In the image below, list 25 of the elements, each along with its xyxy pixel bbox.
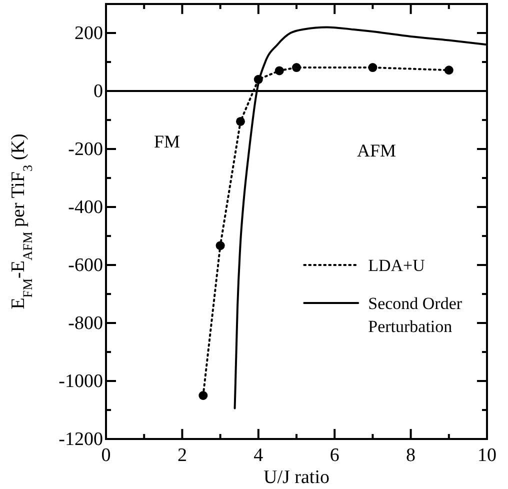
point <box>292 63 301 72</box>
point <box>274 66 284 76</box>
y-tick-label: 0 <box>94 81 103 102</box>
y-tick-label: -200 <box>68 139 103 160</box>
legend-label: Second Order Perturbation <box>368 294 462 336</box>
x-tick-label: 10 <box>478 445 496 466</box>
y-tick-label: -1000 <box>58 371 103 392</box>
annotation: AFM <box>357 140 396 160</box>
point <box>198 391 208 400</box>
x-axis-title: U/J ratio <box>264 467 330 488</box>
y-tick-label: -1200 <box>58 429 103 450</box>
y-tick-label: -400 <box>68 197 103 218</box>
y-tick-label: -600 <box>68 255 103 276</box>
x-tick-label: 2 <box>177 445 187 466</box>
point <box>444 66 454 75</box>
point <box>236 116 245 126</box>
y-tick-label: 200 <box>74 23 103 44</box>
x-tick-label: 4 <box>254 445 264 466</box>
annotation: FM <box>154 132 180 152</box>
point <box>216 241 225 250</box>
legend-label: LDA+U <box>368 256 425 275</box>
point <box>368 63 378 72</box>
y-tick-label: -800 <box>68 313 103 334</box>
x-tick-label: 8 <box>406 445 416 466</box>
x-tick-label: 6 <box>330 445 340 466</box>
